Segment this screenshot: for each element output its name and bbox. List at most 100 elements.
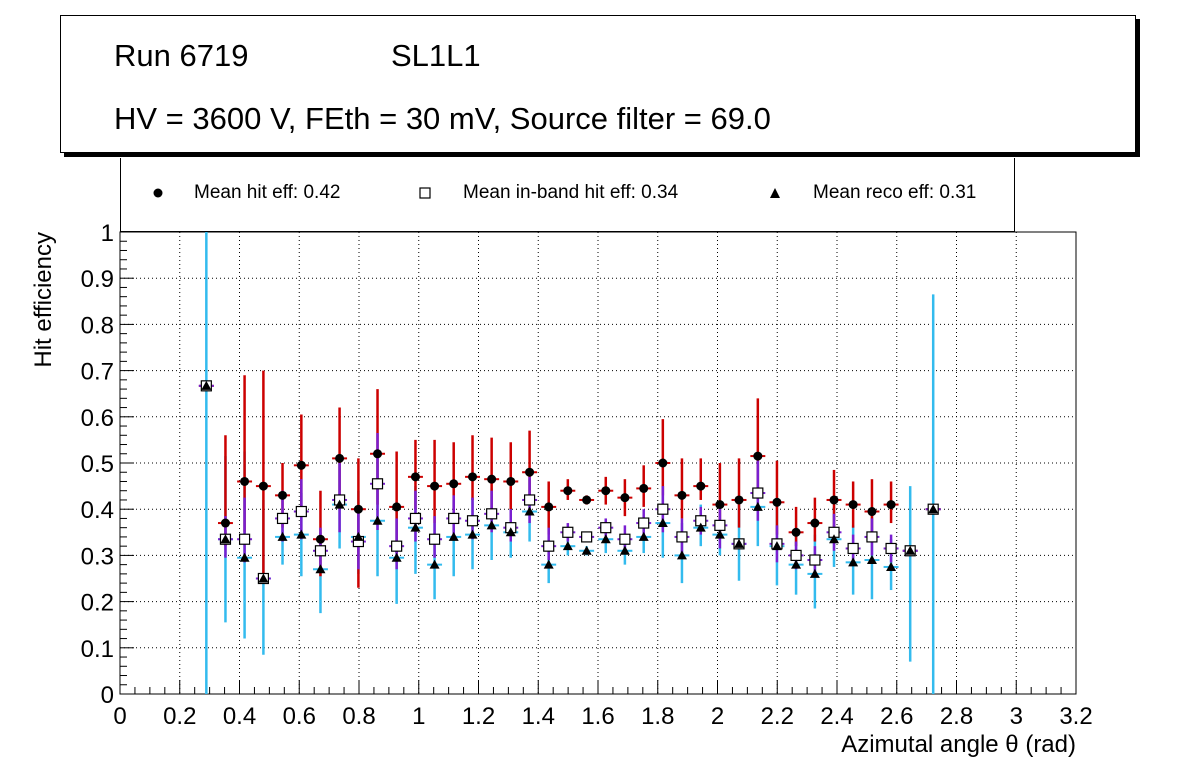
inband-eff-point bbox=[657, 503, 669, 515]
x-tick-label: 0.8 bbox=[342, 703, 375, 730]
reco-eff-point bbox=[928, 504, 939, 514]
reco-eff-point bbox=[486, 520, 497, 530]
hit-eff-point bbox=[848, 500, 858, 510]
inband-eff-point bbox=[847, 542, 859, 555]
hit-eff-point bbox=[810, 518, 820, 528]
reco-eff-point bbox=[600, 534, 611, 544]
y-tick-label: 0.1 bbox=[81, 636, 114, 663]
reco-eff-point bbox=[429, 559, 440, 569]
inband-eff-point bbox=[676, 531, 688, 543]
inband-eff-point bbox=[371, 478, 384, 490]
inband-eff-point bbox=[619, 533, 631, 545]
reco-eff-point bbox=[296, 529, 307, 539]
reco-eff-point bbox=[809, 568, 820, 578]
reco-eff-point bbox=[467, 529, 478, 539]
reco-eff-point bbox=[353, 531, 364, 541]
inband-eff-point bbox=[600, 522, 612, 534]
hit-eff-point bbox=[639, 483, 649, 493]
hit-eff-point bbox=[315, 534, 325, 544]
inband-eff-point bbox=[543, 540, 555, 552]
legend-inband-marker bbox=[419, 187, 431, 199]
y-tick-label: 1 bbox=[101, 220, 114, 247]
reco-eff-point bbox=[391, 552, 402, 562]
title-box: Run 6719 SL1L1 HV = 3600 V, FEth = 30 mV… bbox=[60, 15, 1136, 153]
legend-reco-marker bbox=[770, 188, 780, 198]
reco-eff-point bbox=[734, 538, 745, 548]
hit-eff-point bbox=[772, 497, 782, 507]
x-tick-label: 3 bbox=[1010, 703, 1023, 730]
reco-eff-point bbox=[771, 541, 782, 551]
hit-eff-point bbox=[696, 481, 706, 491]
reco-eff-point bbox=[334, 499, 345, 509]
reco-eff-point bbox=[638, 531, 649, 541]
reco-eff-point bbox=[505, 527, 516, 537]
hit-eff-point bbox=[525, 467, 535, 477]
reco-eff-point bbox=[277, 531, 288, 541]
reco-eff-point bbox=[752, 501, 763, 511]
hit-eff-point bbox=[410, 472, 420, 482]
x-tick-label: 3.2 bbox=[1059, 703, 1092, 730]
hit-eff-point bbox=[734, 495, 744, 505]
hit-eff-point bbox=[601, 486, 611, 496]
reco-eff-point bbox=[676, 550, 687, 560]
x-tick-label: 1.8 bbox=[641, 703, 674, 730]
reco-eff-point bbox=[829, 534, 840, 544]
hit-eff-point bbox=[353, 504, 363, 514]
reco-eff-point bbox=[866, 555, 877, 565]
inband-eff-point bbox=[714, 519, 726, 531]
reco-eff-point bbox=[410, 522, 421, 532]
hit-eff-point bbox=[867, 507, 877, 517]
y-tick-label: 0.7 bbox=[81, 359, 114, 386]
reco-eff-point bbox=[524, 506, 535, 516]
hit-eff-point bbox=[392, 502, 402, 512]
y-tick-label: 0.3 bbox=[81, 543, 114, 570]
reco-eff-point bbox=[315, 564, 326, 574]
inband-eff-point bbox=[866, 531, 878, 543]
reco-eff-point bbox=[220, 534, 231, 544]
run-title: Run 6719 bbox=[114, 38, 249, 73]
y-tick-label: 0.4 bbox=[81, 497, 114, 524]
error-bars bbox=[198, 232, 941, 694]
reco-eff-point bbox=[886, 561, 897, 571]
legend-inband-label: Mean in-band hit eff: 0.34 bbox=[463, 182, 679, 203]
reco-eff-point bbox=[562, 541, 573, 551]
inband-eff-point bbox=[295, 505, 307, 518]
hit-eff-point bbox=[240, 476, 250, 486]
x-tick-label: 2 bbox=[711, 703, 724, 730]
reco-eff-point bbox=[714, 529, 725, 539]
hit-eff-point bbox=[658, 458, 668, 468]
hit-eff-point bbox=[220, 518, 230, 528]
reco-eff-point bbox=[239, 552, 250, 562]
y-tick-label: 0.9 bbox=[81, 266, 114, 293]
legend-hit-label: Mean hit eff: 0.42 bbox=[194, 182, 341, 203]
hit-eff-point bbox=[335, 453, 345, 463]
x-tick-label: 0 bbox=[113, 703, 126, 730]
x-tick-label: 0.4 bbox=[223, 703, 256, 730]
reco-eff-point bbox=[619, 545, 630, 555]
hit-eff-point bbox=[258, 481, 268, 491]
x-tick-label: 2.4 bbox=[820, 703, 853, 730]
x-tick-label: 1.4 bbox=[522, 703, 555, 730]
hit-eff-point bbox=[278, 490, 288, 500]
reco-eff-point bbox=[657, 518, 668, 528]
hit-eff-point bbox=[506, 476, 516, 486]
inband-eff-point bbox=[790, 549, 802, 562]
inband-eff-point bbox=[391, 540, 403, 552]
inband-eff-point bbox=[809, 554, 821, 566]
reco-eff-point bbox=[848, 557, 859, 567]
inband-eff-point bbox=[466, 515, 479, 527]
legend-hit-marker bbox=[153, 188, 163, 198]
axes: 0 0.2 0.4 0.6 0.8 1 1.2 1.4 1.6 1.8 2 2.2 2.4 2.6 2.8 3… bbox=[81, 220, 1093, 730]
layer-title: SL1L1 bbox=[391, 38, 481, 73]
inband-eff-point bbox=[562, 526, 574, 538]
reco-eff-point bbox=[905, 545, 916, 555]
conditions-title: HV = 3600 V, FEth = 30 mV, Source filter… bbox=[114, 101, 771, 136]
y-tick-label: 0.2 bbox=[81, 590, 114, 617]
hit-eff-point bbox=[620, 493, 630, 503]
inband-eff-point bbox=[409, 512, 422, 525]
y-tick-label: 0.5 bbox=[81, 451, 114, 478]
reco-eff-point bbox=[581, 545, 592, 555]
inband-eff-point bbox=[448, 512, 460, 525]
inband-eff-point bbox=[523, 494, 536, 506]
